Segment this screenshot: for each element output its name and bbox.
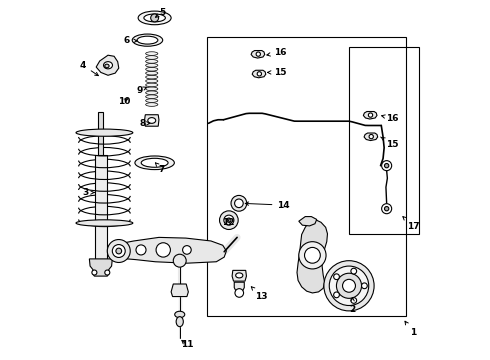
Polygon shape [145,115,159,126]
Circle shape [329,266,368,306]
Ellipse shape [76,129,133,136]
Circle shape [343,279,355,292]
Circle shape [92,270,97,275]
Circle shape [173,254,186,267]
Ellipse shape [141,158,168,167]
Ellipse shape [146,103,158,106]
Circle shape [382,204,392,214]
Ellipse shape [148,118,156,123]
Text: 3: 3 [82,188,95,197]
Circle shape [351,268,357,274]
Text: 17: 17 [403,217,420,231]
Circle shape [362,283,368,289]
Ellipse shape [146,60,158,63]
Ellipse shape [146,71,158,75]
Text: 10: 10 [118,96,130,105]
Ellipse shape [146,79,158,83]
Polygon shape [297,220,327,293]
Text: 6: 6 [123,36,137,45]
Ellipse shape [135,156,174,170]
Ellipse shape [236,273,243,278]
Circle shape [231,195,247,211]
Ellipse shape [146,83,158,87]
Circle shape [227,218,231,222]
Ellipse shape [146,52,158,55]
Polygon shape [171,284,188,297]
Text: 16: 16 [382,114,398,123]
Ellipse shape [146,99,158,102]
Bar [98,112,103,155]
Circle shape [334,292,340,298]
Ellipse shape [175,311,185,318]
Ellipse shape [105,64,109,68]
Ellipse shape [176,317,183,327]
Text: 5: 5 [155,8,166,17]
Text: 8: 8 [140,119,150,128]
Circle shape [382,161,392,171]
Ellipse shape [103,62,113,69]
Polygon shape [364,133,378,140]
Circle shape [112,244,125,257]
Circle shape [369,134,373,139]
Polygon shape [251,50,265,58]
Ellipse shape [146,67,158,71]
Ellipse shape [132,34,163,46]
Text: 2: 2 [349,298,356,314]
Circle shape [151,14,159,22]
Ellipse shape [146,91,158,95]
Circle shape [107,239,130,262]
Circle shape [156,243,171,257]
Polygon shape [234,282,245,291]
Circle shape [256,52,260,56]
Circle shape [183,246,191,254]
Circle shape [299,242,326,269]
Text: 16: 16 [267,48,286,57]
Polygon shape [299,217,317,226]
Circle shape [220,211,238,229]
Text: 15: 15 [268,68,286,77]
Circle shape [368,113,373,117]
Circle shape [136,245,146,255]
Ellipse shape [137,36,158,44]
Circle shape [257,72,262,76]
Polygon shape [96,55,119,75]
Polygon shape [232,270,246,281]
Text: 12: 12 [221,218,234,227]
Text: 11: 11 [181,341,193,350]
Circle shape [224,215,234,225]
Circle shape [337,273,362,298]
Circle shape [105,270,110,275]
Text: 9: 9 [136,86,147,95]
Bar [95,155,107,259]
Circle shape [385,163,389,168]
Text: 14: 14 [245,201,290,210]
Ellipse shape [76,220,133,226]
Bar [349,47,419,234]
Text: 13: 13 [251,287,268,301]
Text: 7: 7 [155,163,165,174]
Polygon shape [89,259,112,276]
Circle shape [235,199,243,208]
Circle shape [351,298,357,303]
Ellipse shape [138,11,171,25]
Circle shape [385,207,389,211]
Ellipse shape [146,75,158,79]
Text: 15: 15 [381,137,398,149]
Ellipse shape [146,63,158,67]
Circle shape [116,248,122,254]
Polygon shape [252,70,266,78]
Circle shape [334,274,340,280]
Text: 4: 4 [80,61,98,76]
Ellipse shape [146,56,158,59]
Text: 1: 1 [405,321,416,337]
Ellipse shape [146,95,158,99]
Polygon shape [364,112,377,119]
Circle shape [324,261,374,311]
Polygon shape [119,237,226,263]
Bar [207,37,406,316]
Ellipse shape [144,14,166,22]
Circle shape [235,289,244,297]
Circle shape [304,247,320,263]
Ellipse shape [146,87,158,91]
